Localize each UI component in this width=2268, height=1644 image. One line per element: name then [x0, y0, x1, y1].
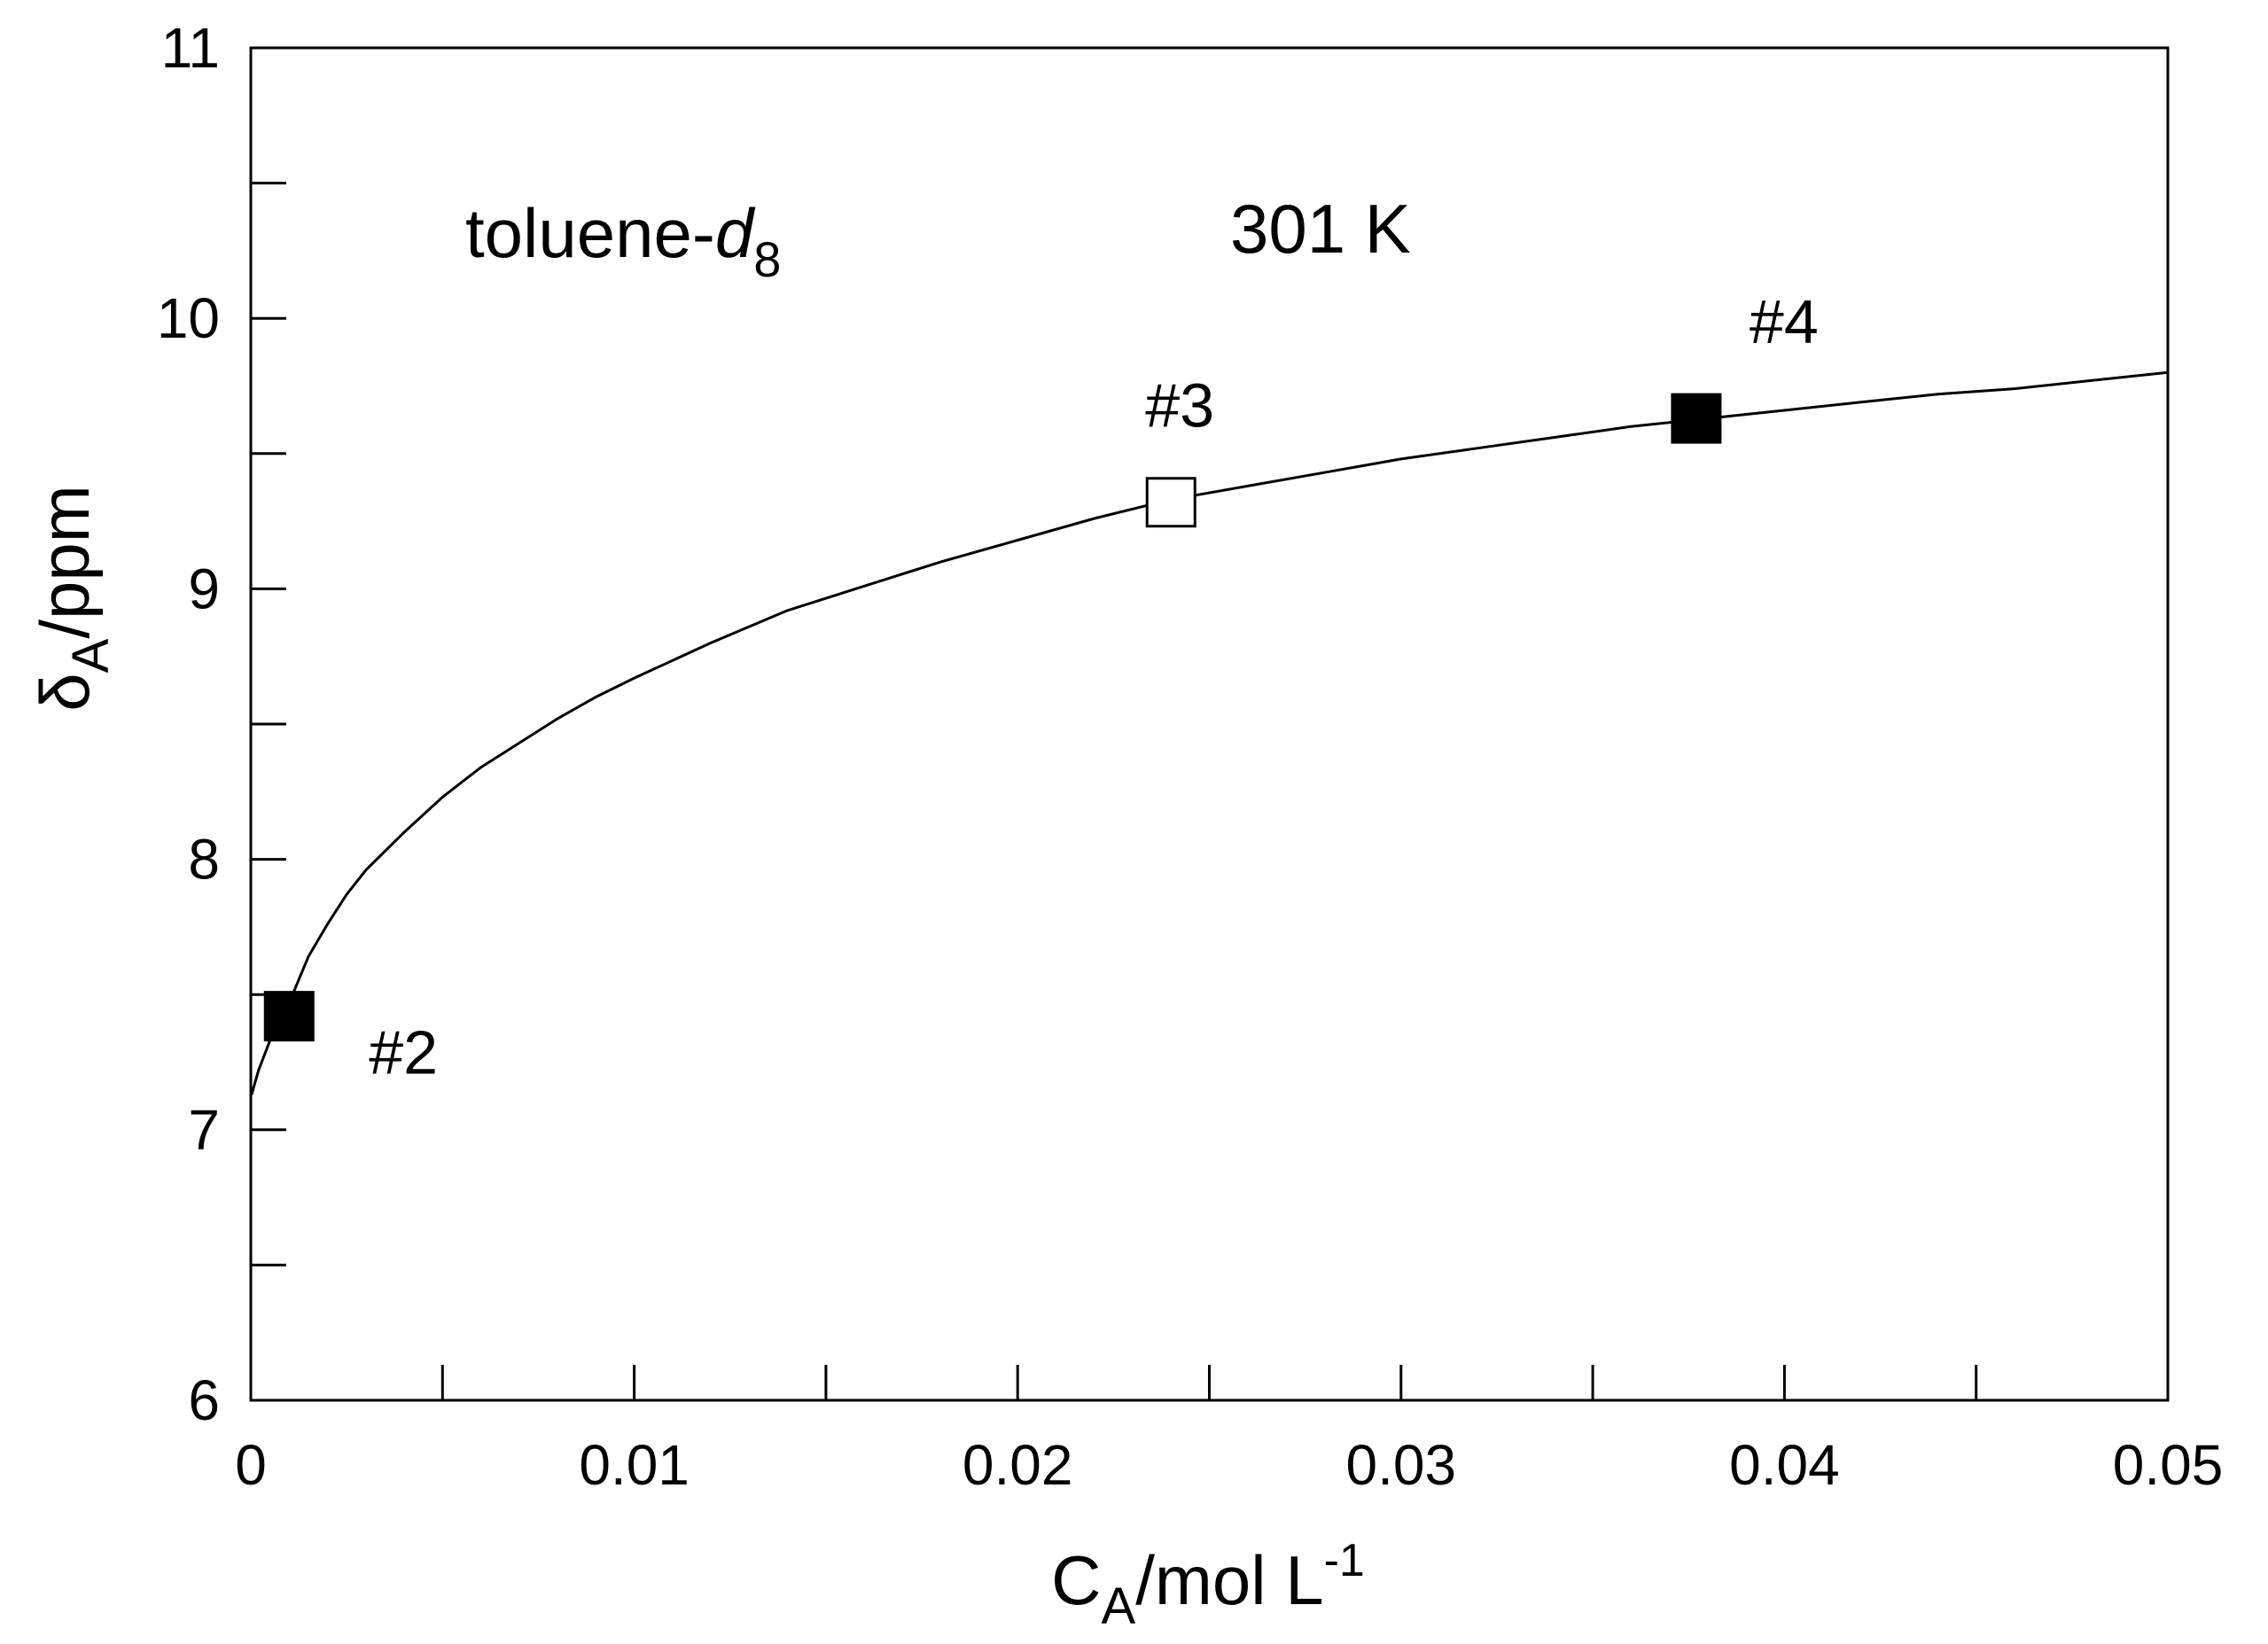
data-point-label: #3 [1145, 371, 1214, 440]
x-axis-title: CA/mol L-1 [1051, 1535, 1365, 1635]
y-tick-label: 6 [188, 1368, 220, 1432]
data-point-label: #4 [1750, 287, 1819, 356]
temperature-annotation: 301 K [1230, 190, 1411, 268]
y-tick-label: 10 [157, 286, 220, 350]
data-points [263, 393, 1722, 1042]
y-tick-label: 9 [188, 557, 220, 620]
x-tick-label: 0.04 [1729, 1433, 1840, 1497]
data-point [263, 991, 315, 1042]
x-tick-label: 0.03 [1346, 1433, 1457, 1497]
data-point [1145, 477, 1196, 528]
x-axis-tick-labels: 0 0.01 0.02 0.03 0.04 0.05 [235, 1433, 2223, 1497]
y-axis-tick-labels: 6 7 8 9 10 11 [157, 16, 220, 1432]
x-axis-ticks [440, 1365, 1978, 1400]
y-axis-ticks [251, 182, 286, 1266]
data-point-labels: #2 #3 #4 [369, 287, 1819, 1087]
y-tick-label: 7 [188, 1098, 220, 1162]
fit-curve [250, 370, 2169, 1095]
y-axis-title: δA/ppm [26, 485, 120, 712]
x-tick-label: 0.05 [2113, 1433, 2224, 1497]
y-tick-label: 11 [161, 16, 220, 80]
x-tick-label: 0 [235, 1433, 267, 1497]
solvent-annotation: toluene-d8 [465, 194, 781, 287]
data-point-label: #2 [369, 1018, 438, 1087]
data-point [1671, 393, 1722, 444]
y-tick-label: 8 [188, 828, 220, 892]
x-tick-label: 0.01 [579, 1433, 690, 1497]
x-tick-label: 0.02 [963, 1433, 1073, 1497]
